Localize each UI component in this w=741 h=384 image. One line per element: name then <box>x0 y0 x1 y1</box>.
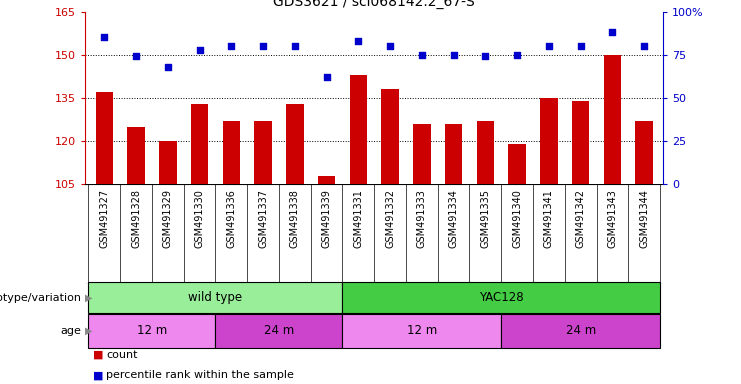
Bar <box>318 176 335 184</box>
Point <box>416 51 428 58</box>
Point <box>384 43 396 49</box>
Text: GSM491344: GSM491344 <box>639 189 649 248</box>
Text: YAC128: YAC128 <box>479 291 524 304</box>
Text: 24 m: 24 m <box>264 324 294 337</box>
Bar <box>191 104 208 184</box>
Text: ▶: ▶ <box>84 293 92 303</box>
Bar <box>159 141 176 184</box>
Bar <box>476 121 494 184</box>
Text: GSM491342: GSM491342 <box>576 189 585 248</box>
Text: wild type: wild type <box>188 291 242 304</box>
Text: ■: ■ <box>93 370 103 381</box>
Bar <box>350 75 367 184</box>
Bar <box>342 282 660 313</box>
Text: GSM491340: GSM491340 <box>512 189 522 248</box>
Bar <box>88 282 342 313</box>
Point <box>225 43 237 49</box>
Text: 12 m: 12 m <box>407 324 437 337</box>
Point <box>479 53 491 60</box>
Text: GSM491329: GSM491329 <box>163 189 173 248</box>
Bar <box>445 124 462 184</box>
Bar <box>254 121 272 184</box>
Point <box>289 43 301 49</box>
Text: GSM491338: GSM491338 <box>290 189 300 248</box>
Text: ■: ■ <box>93 349 103 360</box>
Bar <box>96 92 113 184</box>
Text: count: count <box>106 349 138 360</box>
Bar <box>413 124 431 184</box>
Text: age: age <box>61 326 82 336</box>
Point <box>257 43 269 49</box>
Bar <box>127 127 144 184</box>
Bar <box>88 314 216 348</box>
Text: GSM491341: GSM491341 <box>544 189 554 248</box>
Bar <box>286 104 304 184</box>
Point <box>606 29 618 35</box>
Text: ▶: ▶ <box>84 326 92 336</box>
Bar <box>222 121 240 184</box>
Bar <box>540 98 557 184</box>
Point <box>448 51 459 58</box>
Text: GSM491335: GSM491335 <box>480 189 491 248</box>
Text: GSM491333: GSM491333 <box>417 189 427 248</box>
Bar <box>508 144 526 184</box>
Text: GSM491332: GSM491332 <box>385 189 395 248</box>
Text: GSM491343: GSM491343 <box>608 189 617 248</box>
Point <box>638 43 650 49</box>
Text: GSM491334: GSM491334 <box>448 189 459 248</box>
Point <box>162 64 173 70</box>
Text: GSM491337: GSM491337 <box>258 189 268 248</box>
Text: 12 m: 12 m <box>137 324 167 337</box>
Point <box>193 46 205 53</box>
Text: GSM491336: GSM491336 <box>226 189 236 248</box>
Bar <box>342 314 501 348</box>
Point <box>543 43 555 49</box>
Bar <box>604 55 621 184</box>
Text: genotype/variation: genotype/variation <box>0 293 82 303</box>
Bar <box>572 101 589 184</box>
Text: GSM491331: GSM491331 <box>353 189 363 248</box>
Point <box>511 51 523 58</box>
Point <box>130 53 142 60</box>
Bar <box>501 314 660 348</box>
Title: GDS3621 / scl068142.2_67-S: GDS3621 / scl068142.2_67-S <box>273 0 475 9</box>
Text: GSM491330: GSM491330 <box>195 189 205 248</box>
Text: 24 m: 24 m <box>565 324 596 337</box>
Point <box>353 38 365 44</box>
Text: GSM491328: GSM491328 <box>131 189 141 248</box>
Text: percentile rank within the sample: percentile rank within the sample <box>106 370 294 381</box>
Text: GSM491339: GSM491339 <box>322 189 331 248</box>
Point <box>575 43 587 49</box>
Point <box>99 34 110 40</box>
Point <box>321 74 333 80</box>
Bar <box>216 314 342 348</box>
Bar <box>636 121 653 184</box>
Text: GSM491327: GSM491327 <box>99 189 109 248</box>
Bar <box>382 89 399 184</box>
